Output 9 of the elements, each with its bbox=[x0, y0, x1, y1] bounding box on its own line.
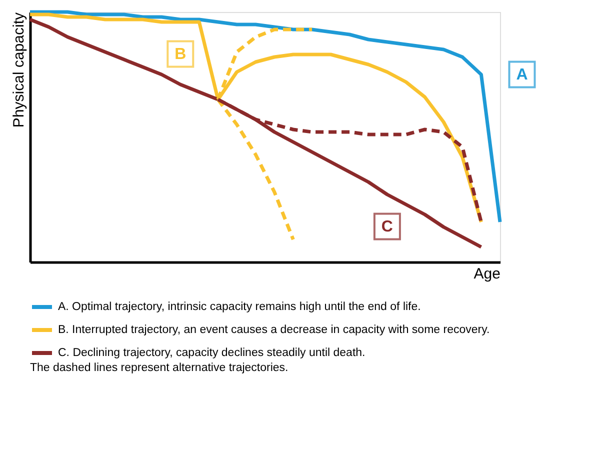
annotation: C bbox=[381, 218, 394, 236]
annotation: B bbox=[174, 46, 186, 63]
text: A bbox=[516, 66, 528, 84]
text: The dashed lines represent alternative trajectories. bbox=[30, 362, 288, 374]
y-axis-title: Physical capacity bbox=[10, 12, 28, 128]
legend-label: C. Declining trajectory, capacity declines steadily until death. bbox=[58, 347, 366, 359]
x-axis-title: Age bbox=[474, 266, 500, 282]
legend-label: A. Optimal trajectory, intrinsic capacity remains high until the end of life. bbox=[58, 301, 421, 313]
legend-label: B. Interrupted trajectory, an event causes a decrease in capacity with some recovery. bbox=[58, 324, 490, 336]
